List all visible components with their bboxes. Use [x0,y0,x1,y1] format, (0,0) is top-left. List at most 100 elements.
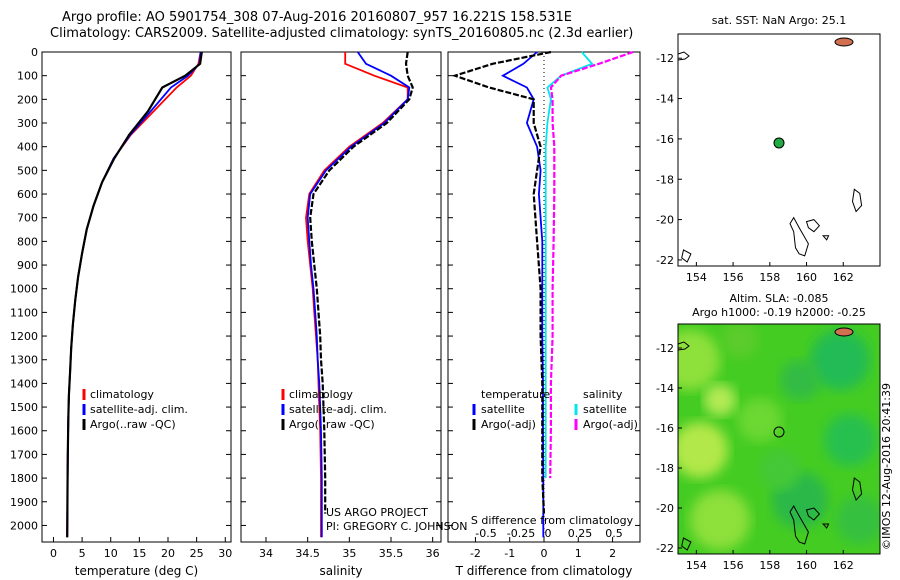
sla-blob [810,330,870,390]
map-x-tick-label: 160 [796,559,817,572]
sla-blob [738,398,782,442]
y-tick-label: 2000 [10,519,38,532]
coastline [677,51,690,61]
map-y-tick-label: -16 [656,422,674,435]
map-x-tick-label: 160 [796,271,817,284]
map-x-tick-label: 162 [833,559,854,572]
y-tick-label: 600 [17,188,38,201]
y-tick-label: 1500 [10,401,38,414]
map-background [678,34,880,266]
top-tick-label: 0.5 [605,527,623,540]
sla-blob [836,496,880,544]
legend-label: Argo(..raw -QC) [90,418,176,431]
coastline [681,537,692,551]
legend-label: Argo(-adj) [481,418,536,431]
sla-blob [678,422,728,478]
x-tick-label: 35 [342,547,356,560]
map-x-tick-label: 158 [759,271,780,284]
series-line [66,51,203,538]
y-tick-label: 700 [17,212,38,225]
y-tick-label: 1000 [10,283,38,296]
top-tick-label: 0 [545,527,552,540]
x-axis-label: salinity [319,564,362,578]
chart-title-line1: Argo profile: AO 5901754_308 07-Aug-2016… [62,10,572,25]
map2-title-line2: Argo h1000: -0.19 h2000: -0.25 [692,306,866,319]
float-position-marker [773,426,785,438]
map-y-tick-label: -20 [656,214,674,227]
pi-label: PI: GREGORY C. JOHNSON [326,520,467,533]
top-tick-label: -0.25 [507,527,535,540]
x-tick-label: 1 [575,547,582,560]
sla-blob [780,360,820,400]
y-tick-label: 200 [17,93,38,106]
x-tick-label: 34 [259,547,273,560]
y-tick-label: 1600 [10,425,38,438]
legend-label: climatology [90,388,154,401]
coastline [805,219,821,233]
plot-frame [240,51,442,543]
y-tick-label: 500 [17,164,38,177]
float-position-marker [773,137,785,149]
sla-blob [760,450,800,490]
map-y-tick-label: -12 [656,52,674,65]
map-y-tick-label: -22 [656,254,674,267]
x-tick-label: 30 [218,547,232,560]
y-tick-label: 800 [17,235,38,248]
map-y-tick-label: -22 [656,542,674,555]
x-tick-label: -1 [504,547,515,560]
y-tick-label: 900 [17,259,38,272]
y-tick-label: 100 [17,70,38,83]
map-x-tick-label: 162 [833,271,854,284]
map-x-tick-label: 154 [686,271,707,284]
coastline [681,249,692,263]
series-line [306,51,411,538]
legend-title: salinity [583,388,623,401]
coastline [677,341,690,351]
x-tick-label: -2 [470,547,481,560]
legend-label: satellite-adj. clim. [90,403,188,416]
y-tick-label: 1200 [10,330,38,343]
x-tick-label: 0 [541,547,548,560]
map-y-tick-label: -12 [656,342,674,355]
x-tick-label: 10 [104,547,118,560]
legend-label: satellite-adj. clim. [289,403,387,416]
top-tick-label: 0.25 [568,527,593,540]
plot-frame [41,51,232,543]
legend-label: climatology [289,388,353,401]
legend-label: Argo(..raw -QC) [289,418,375,431]
y-tick-label: 1100 [10,306,38,319]
legend-label: Argo(-adj) [583,418,638,431]
x-axis-label: temperature (deg C) [75,564,198,578]
island [834,327,854,337]
legend-label: satellite [583,403,627,416]
legend-label: satellite [481,403,525,416]
x-tick-label: 34.5 [295,547,320,560]
map2-title-line1: Altim. SLA: -0.085 [729,292,828,305]
x-tick-label: 2 [609,547,616,560]
y-tick-label: 1700 [10,448,38,461]
sla-blob [704,384,736,416]
map-x-tick-label: 156 [723,559,744,572]
y-tick-label: 1900 [10,496,38,509]
sla-field [678,324,880,550]
map-frame [677,323,881,555]
sla-blob [690,490,750,550]
y-tick-label: 1300 [10,354,38,367]
series-line [451,50,552,514]
coastline [805,507,821,521]
island [834,37,854,47]
x-tick-label: 5 [79,547,86,560]
x-tick-label: 25 [190,547,204,560]
map-x-tick-label: 156 [723,271,744,284]
map-y-tick-label: -18 [656,173,674,186]
legend-title: temperature [481,388,550,401]
map1-title: sat. SST: NaN Argo: 25.1 [712,14,846,27]
coastline [821,523,830,529]
map-y-tick-label: -18 [656,462,674,475]
y-tick-label: 0 [31,46,38,59]
y-tick-label: 1400 [10,377,38,390]
top-axis-label: S difference from climatology [471,514,634,527]
series-line [549,50,634,479]
map-x-tick-label: 158 [759,559,780,572]
